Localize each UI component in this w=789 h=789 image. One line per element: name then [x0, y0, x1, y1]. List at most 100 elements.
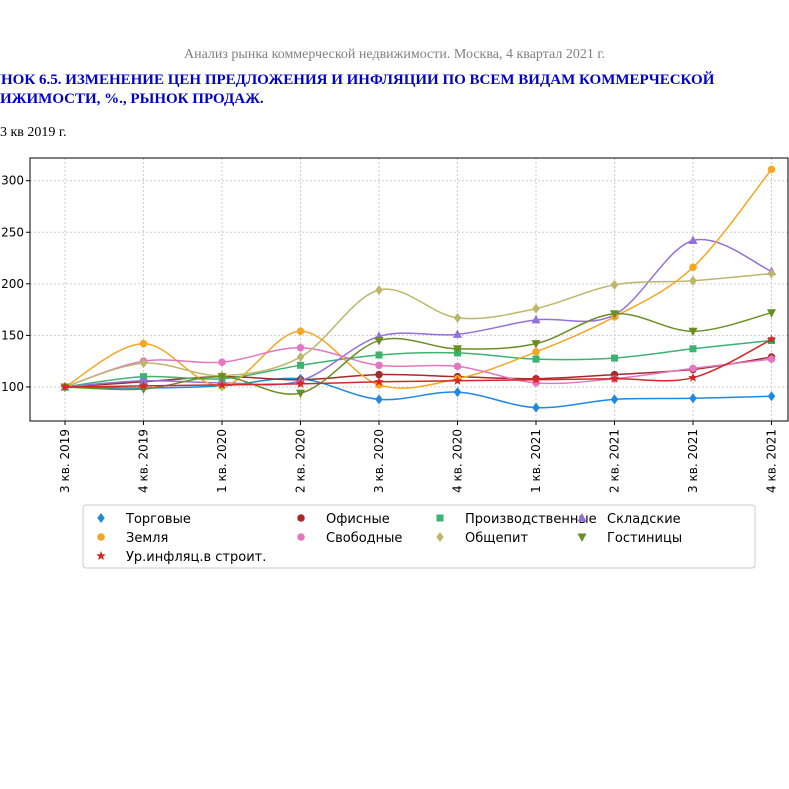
data-point [531, 340, 541, 349]
series-line [64, 347, 772, 388]
series-line [64, 338, 772, 388]
x-tick-label: 2 кв. 2020 [294, 429, 308, 493]
series-line [64, 339, 772, 388]
legend-label: Гостиницы [607, 531, 682, 546]
data-point [375, 361, 383, 370]
series-line [64, 272, 772, 388]
x-tick-label: 3 кв. 2019 [58, 429, 72, 493]
data-point [767, 355, 776, 363]
data-point [296, 389, 305, 399]
legend-label: Складские [607, 512, 681, 527]
base-period-note: 3 кв 2019 г. [0, 125, 67, 140]
series-line [64, 238, 772, 388]
data-point [531, 374, 541, 384]
data-point [610, 394, 619, 405]
data-point [689, 393, 697, 404]
legend-label: Торговые [125, 512, 191, 527]
data-point [375, 351, 383, 359]
data-point [767, 165, 776, 174]
legend-marker [297, 514, 305, 522]
legend-marker [436, 532, 444, 542]
data-point [767, 309, 776, 318]
legend-label: Производственные [465, 512, 597, 527]
data-point [610, 310, 619, 319]
data-point [296, 352, 305, 363]
data-point [375, 370, 383, 379]
data-point [217, 373, 227, 382]
series-line [64, 311, 772, 395]
data-point [531, 314, 541, 324]
data-point [60, 381, 70, 392]
legend-marker [97, 533, 105, 541]
data-point [453, 345, 462, 354]
data-point [766, 334, 777, 344]
data-point [532, 303, 540, 314]
data-point [375, 394, 383, 405]
data-point [296, 344, 305, 352]
data-point [689, 364, 697, 373]
data-point [139, 339, 148, 348]
data-point [296, 327, 305, 336]
y-tick-label: 300 [1, 174, 24, 188]
legend-label: Офисные [326, 512, 390, 527]
data-point [138, 380, 149, 390]
plot-frame [29, 157, 789, 422]
data-point [689, 275, 697, 286]
data-point [139, 358, 148, 369]
series-line [64, 377, 772, 409]
data-point [532, 402, 540, 413]
data-point [295, 378, 306, 388]
data-point [453, 387, 462, 398]
figure-title-line-1: УНОК 6.5. ИЗМЕНЕНИЕ ЦЕН ПРЕДЛОЖЕНИЯ И ИН… [0, 72, 715, 88]
data-point [611, 354, 618, 362]
data-point [374, 337, 384, 346]
x-tick-label: 1 кв. 2020 [215, 429, 229, 493]
legend-marker [297, 533, 305, 541]
data-point [375, 285, 383, 296]
series-line [64, 168, 773, 389]
data-point [688, 372, 698, 382]
y-tick-label: 150 [1, 328, 24, 342]
data-point [453, 312, 462, 323]
page-header: Анализ рынка коммерческой недвижимости. … [183, 47, 606, 62]
legend-label: Ур.инфляц.в строит. [126, 550, 266, 565]
x-tick-label: 4 кв. 2021 [765, 429, 779, 493]
legend-marker [97, 513, 105, 523]
data-point [139, 375, 148, 385]
data-point [688, 327, 698, 337]
data-point [532, 355, 540, 363]
data-point [610, 279, 619, 290]
data-point [217, 379, 227, 389]
legend-marker [577, 513, 587, 522]
data-point [453, 329, 462, 338]
legend-label: Общепит [465, 531, 528, 546]
x-tick-label: 4 кв. 2019 [137, 429, 151, 493]
data-point [453, 362, 462, 371]
x-tick-label: 3 кв. 2021 [686, 429, 700, 493]
data-point [609, 373, 620, 383]
y-tick-label: 200 [1, 277, 24, 291]
legend-label: Свободные [326, 531, 402, 546]
series-line [64, 356, 772, 388]
x-tick-label: 1 кв. 2021 [529, 429, 543, 493]
data-point [532, 348, 540, 356]
x-tick-label: 4 кв. 2020 [451, 429, 465, 493]
data-point [374, 376, 384, 386]
data-point [452, 375, 463, 385]
data-point [297, 361, 304, 369]
data-point [218, 358, 226, 366]
x-tick-label: 3 кв. 2020 [372, 429, 386, 493]
legend-marker [577, 533, 587, 542]
data-point [767, 268, 776, 279]
legend-marker [436, 514, 444, 522]
legend-label: Земля [126, 531, 168, 546]
legend-box [82, 504, 756, 569]
y-tick-label: 250 [1, 225, 24, 239]
y-tick-label: 100 [1, 380, 24, 394]
data-point [767, 391, 776, 402]
legend-marker [96, 551, 106, 561]
figure-title-line-2: ВИЖИМОСТИ, %., РЫНОК ПРОДАЖ. [0, 91, 264, 107]
data-point [689, 345, 697, 353]
data-point [688, 235, 698, 245]
